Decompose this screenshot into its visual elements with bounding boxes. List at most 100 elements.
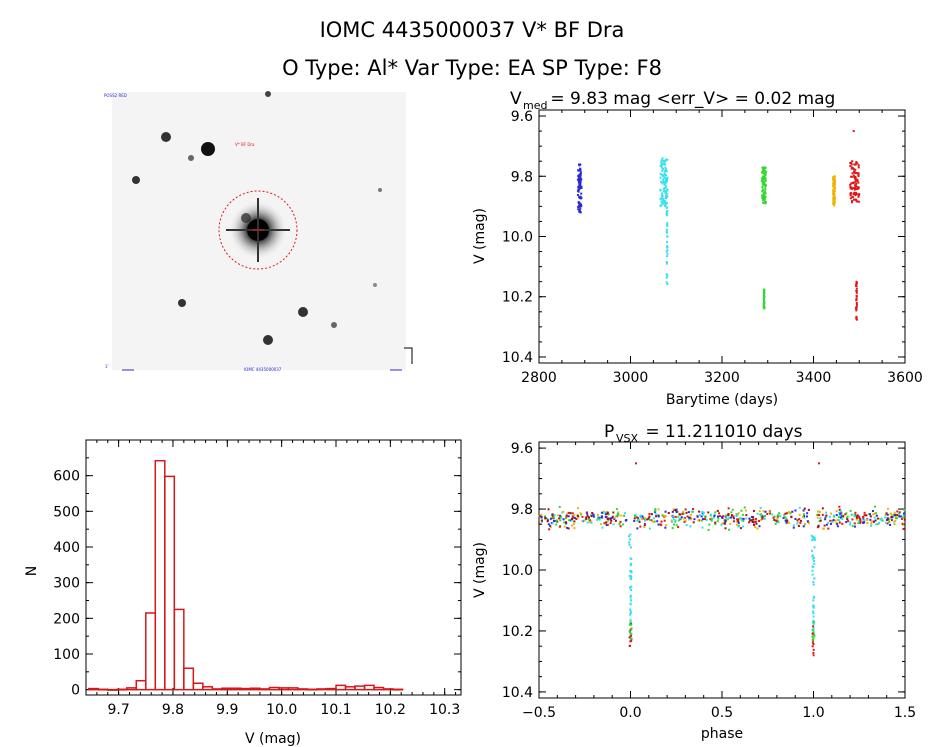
data-point <box>661 169 664 172</box>
eclipse-point <box>666 262 669 265</box>
data-point <box>832 199 835 202</box>
data-point <box>580 178 583 181</box>
phase-point <box>614 515 617 518</box>
phase-point <box>737 521 740 524</box>
data-point <box>661 203 664 206</box>
phase-point <box>754 526 757 529</box>
star <box>265 91 271 97</box>
eclipse-point <box>855 289 858 292</box>
phase-point <box>745 514 748 517</box>
eclipse-point <box>630 585 633 588</box>
phase-point <box>665 524 668 527</box>
data-point <box>576 194 579 197</box>
data-point <box>666 178 669 181</box>
phase-point <box>880 518 883 521</box>
phase-point <box>575 517 578 520</box>
phase-point <box>692 521 695 524</box>
data-point <box>764 166 767 169</box>
phase-point <box>558 505 561 508</box>
data-point <box>664 158 667 161</box>
phase-point <box>865 514 868 517</box>
xtick-label: 1.5 <box>894 705 916 721</box>
eclipse-point <box>813 621 816 624</box>
eclipse-point <box>855 299 858 302</box>
phase-point <box>677 515 680 518</box>
histogram-bar <box>221 687 233 691</box>
phase-point <box>696 515 699 518</box>
data-point <box>662 190 665 193</box>
eclipse-point <box>813 546 816 549</box>
data-point <box>851 167 854 170</box>
phase-point <box>861 518 864 521</box>
data-point <box>854 175 857 178</box>
phase-point <box>774 522 777 525</box>
phase-point <box>675 510 678 513</box>
phase-point <box>546 518 549 521</box>
phase-point <box>641 515 644 518</box>
phase-point <box>652 517 655 520</box>
phase-point <box>775 519 778 522</box>
data-point <box>833 202 836 205</box>
eclipse-point <box>629 586 632 589</box>
phase-point <box>573 516 576 519</box>
phase-point <box>760 513 763 516</box>
eclipse-point <box>666 235 669 238</box>
phase-point <box>797 524 800 527</box>
eclipse-point <box>629 563 632 566</box>
phase-point <box>839 510 842 513</box>
phase-point <box>758 519 761 522</box>
data-point <box>665 179 668 182</box>
phase-point <box>562 510 565 513</box>
phase-point <box>573 527 576 530</box>
phase-point <box>838 521 841 524</box>
eclipse-point <box>665 281 668 284</box>
data-point <box>663 172 666 175</box>
phase-point <box>862 521 865 524</box>
phase-point <box>736 513 739 516</box>
phase-point <box>721 522 724 525</box>
histogram-bar <box>344 686 356 691</box>
phase-point <box>784 519 787 522</box>
phase-point <box>650 519 653 522</box>
ytick-label: 500 <box>53 504 80 520</box>
phase-point <box>682 510 685 513</box>
data-point <box>663 187 666 190</box>
eclipse-point <box>855 280 858 283</box>
phase-point <box>824 516 827 519</box>
eclipse-point <box>763 299 766 302</box>
phase-point <box>827 527 830 530</box>
phase-point <box>857 522 860 525</box>
eclipse-point <box>666 252 669 255</box>
phase-point <box>903 508 906 511</box>
phase-point <box>771 513 774 516</box>
eclipse-point <box>812 635 815 638</box>
phase-point <box>844 513 847 516</box>
data-point <box>580 186 583 189</box>
phase-point <box>604 515 607 518</box>
phase-point <box>830 512 833 515</box>
phase-point <box>553 513 556 516</box>
data-point <box>662 178 665 181</box>
phase-point <box>838 519 841 522</box>
data-point <box>664 163 667 166</box>
histogram-bar <box>145 612 157 691</box>
phase-point <box>671 520 674 523</box>
phase-point <box>674 519 677 522</box>
finder-chart: POSS2 RED V* BF Dra IOMC 4435000037 1' <box>104 91 413 372</box>
phase-point <box>783 515 786 518</box>
phase-point <box>549 526 552 529</box>
data-point <box>854 187 857 190</box>
data-point <box>577 176 580 179</box>
phase-point <box>859 521 862 524</box>
phase-point <box>898 511 901 514</box>
phased-ticks <box>538 442 906 698</box>
light-curve-ticks <box>538 110 906 363</box>
eclipse-point <box>812 557 815 560</box>
phase-point <box>702 511 705 514</box>
phase-point <box>727 518 730 521</box>
phase-point <box>639 516 642 519</box>
phase-point <box>886 522 889 525</box>
phase-point <box>796 519 799 522</box>
histogram-bars <box>87 459 404 691</box>
data-point <box>666 195 669 198</box>
